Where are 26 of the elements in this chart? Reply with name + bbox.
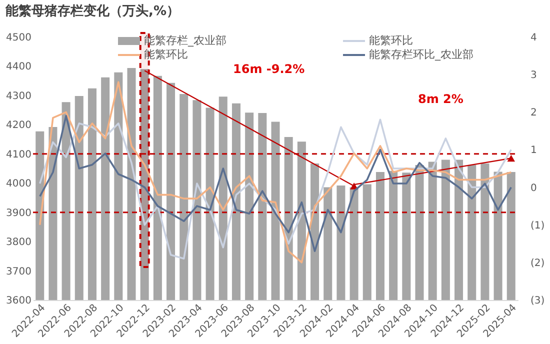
y-tick-label: 3900: [6, 208, 32, 219]
y-tick-label: 4100: [6, 149, 32, 160]
y2-tick-label: 0: [530, 182, 537, 194]
y-tick-label: 4300: [6, 90, 32, 102]
y2-tick-label: 4: [530, 32, 537, 44]
legend-label: 能繁存栏环比_农业部: [369, 48, 474, 61]
y-tick-label: 4400: [6, 62, 32, 73]
annotation: 16m -9.2%: [233, 62, 305, 76]
y-tick-label: 4500: [6, 32, 32, 44]
y-tick-label: 4200: [6, 120, 32, 132]
y-tick-label: 4000: [6, 178, 32, 190]
y2-tick-label: 1: [530, 145, 537, 156]
y-tick-label: 3700: [6, 266, 32, 278]
legend-label: 能繁存栏_农业部: [144, 34, 226, 47]
y2-tick-label: 2: [530, 108, 537, 119]
y2-tick-label: 3: [530, 70, 537, 82]
legend-label: 能繁环比: [144, 48, 188, 61]
y-tick-label: 3600: [6, 296, 32, 306]
y2-tick-label: (1): [530, 220, 545, 232]
legend-label: 能繁环比: [369, 34, 413, 47]
line-series: [38, 81, 512, 264]
chart-title: 能繁母猪存栏变化（万头,%）: [6, 3, 180, 19]
y-tick-label: 3800: [6, 237, 32, 248]
annotation: 8m 2%: [418, 92, 464, 106]
y2-tick-label: (2): [530, 258, 545, 269]
y2-tick-label: (3): [530, 296, 545, 306]
